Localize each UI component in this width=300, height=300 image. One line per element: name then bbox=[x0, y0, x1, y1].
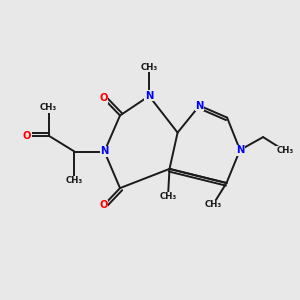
Text: N: N bbox=[236, 145, 244, 155]
Text: N: N bbox=[195, 100, 204, 111]
Text: CH₃: CH₃ bbox=[276, 146, 294, 155]
Text: N: N bbox=[100, 146, 109, 157]
Text: O: O bbox=[23, 130, 31, 141]
Text: O: O bbox=[99, 200, 108, 211]
Text: CH₃: CH₃ bbox=[140, 63, 158, 72]
Text: CH₃: CH₃ bbox=[40, 103, 57, 112]
Text: CH₃: CH₃ bbox=[159, 192, 177, 201]
Text: O: O bbox=[99, 93, 108, 103]
Text: N: N bbox=[145, 91, 153, 101]
Text: CH₃: CH₃ bbox=[66, 176, 83, 185]
Text: CH₃: CH₃ bbox=[204, 200, 222, 209]
